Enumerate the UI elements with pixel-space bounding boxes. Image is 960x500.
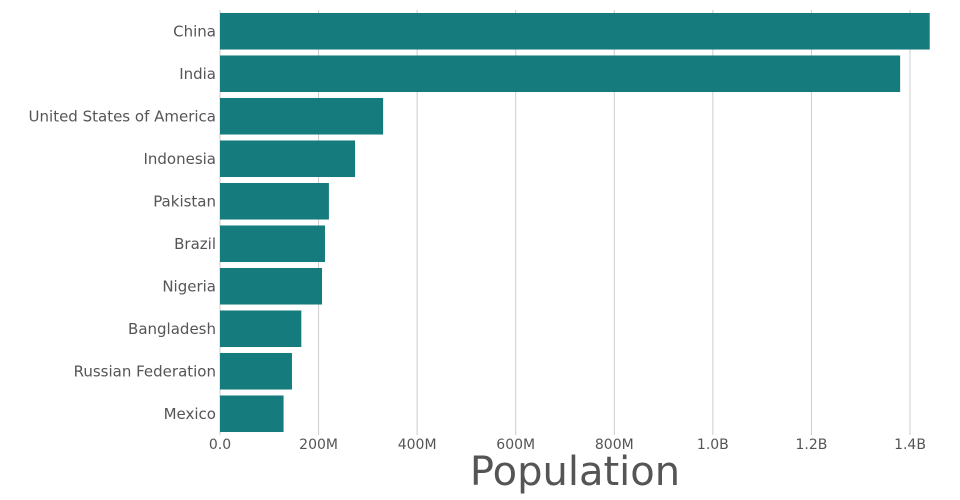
category-label: United States of America <box>29 107 216 125</box>
x-tick-label: 600M <box>496 437 535 453</box>
category-label: Russian Federation <box>74 362 216 380</box>
category-label: Bangladesh <box>128 320 216 338</box>
category-label: Nigeria <box>162 277 216 295</box>
x-tick-label: 1.2B <box>795 437 827 453</box>
bars <box>220 12 930 433</box>
category-labels: China India United States of America Indone… <box>29 22 216 423</box>
category-label: China <box>173 22 216 40</box>
category-label: Indonesia <box>143 150 216 168</box>
x-tick-label: 200M <box>299 437 338 453</box>
bar <box>220 395 284 433</box>
category-label: Brazil <box>174 235 216 253</box>
bar <box>220 140 356 178</box>
x-axis-title: Population <box>470 449 680 495</box>
bar <box>220 12 930 50</box>
bar <box>220 352 292 390</box>
bar <box>220 310 302 348</box>
bar <box>220 97 384 135</box>
category-label: Pakistan <box>153 192 216 210</box>
x-tick-label: 400M <box>398 437 437 453</box>
x-tick-label: 1.0B <box>697 437 729 453</box>
bar <box>220 225 325 263</box>
category-label: India <box>179 65 216 83</box>
bar <box>220 267 323 305</box>
x-tick-label: 1.4B <box>894 437 926 453</box>
x-tick-label: 800M <box>595 437 634 453</box>
x-tick-label: 0.0 <box>209 437 231 453</box>
bar <box>220 55 901 93</box>
x-tick-labels: 0.0 200M 400M 600M 800M 1.0B 1.2B 1.4B <box>209 437 926 453</box>
category-label: Mexico <box>164 405 216 423</box>
bar <box>220 182 329 220</box>
